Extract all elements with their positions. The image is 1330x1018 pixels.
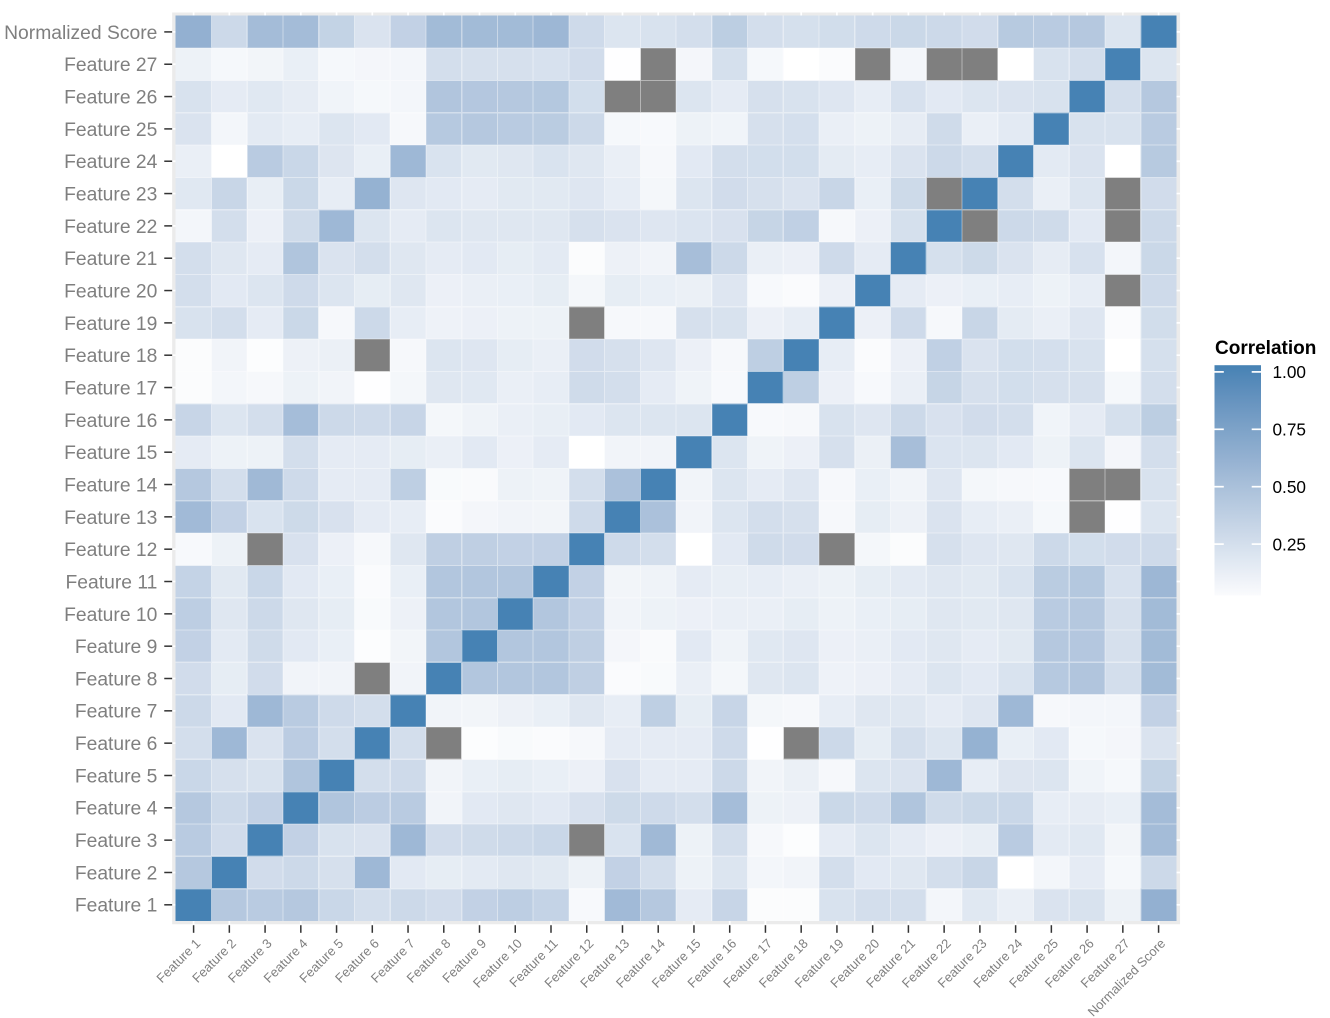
- svg-text:Feature 6: Feature 6: [75, 734, 158, 755]
- svg-text:Feature 23: Feature 23: [64, 184, 157, 205]
- svg-text:Feature 13: Feature 13: [64, 508, 157, 529]
- svg-text:Feature 4: Feature 4: [75, 799, 158, 820]
- svg-text:Feature 22: Feature 22: [64, 217, 157, 238]
- svg-text:Feature 11: Feature 11: [66, 572, 158, 593]
- svg-text:Feature 16: Feature 16: [64, 411, 157, 432]
- svg-text:Feature 7: Feature 7: [75, 702, 158, 723]
- svg-text:Feature 18: Feature 18: [64, 346, 157, 367]
- svg-text:Feature 24: Feature 24: [64, 152, 158, 173]
- svg-text:Feature 2: Feature 2: [75, 863, 158, 884]
- svg-text:Feature 21: Feature 21: [64, 249, 157, 270]
- svg-text:Feature 19: Feature 19: [64, 314, 157, 335]
- svg-text:0.25: 0.25: [1273, 534, 1306, 554]
- svg-text:0.50: 0.50: [1273, 477, 1306, 497]
- svg-text:Feature 17: Feature 17: [64, 378, 157, 399]
- svg-text:Feature 25: Feature 25: [64, 120, 157, 141]
- svg-text:Feature 26: Feature 26: [64, 87, 157, 108]
- svg-text:Feature 14: Feature 14: [64, 475, 158, 496]
- svg-text:Feature 10: Feature 10: [64, 605, 157, 626]
- svg-text:0.75: 0.75: [1273, 420, 1306, 440]
- svg-text:Correlation: Correlation: [1215, 338, 1316, 359]
- svg-text:Normalized Score: Normalized Score: [4, 23, 157, 44]
- svg-text:Feature 9: Feature 9: [75, 637, 158, 658]
- svg-text:Feature 8: Feature 8: [75, 669, 158, 690]
- svg-text:Feature 5: Feature 5: [75, 766, 158, 787]
- svg-text:Feature 15: Feature 15: [64, 443, 157, 464]
- svg-text:Feature 12: Feature 12: [64, 540, 157, 561]
- svg-text:Feature 1: Feature 1: [75, 896, 158, 917]
- svg-text:Feature 3: Feature 3: [75, 831, 158, 852]
- svg-text:1.00: 1.00: [1273, 362, 1306, 382]
- svg-text:Feature 27: Feature 27: [64, 55, 157, 76]
- svg-text:Feature 20: Feature 20: [64, 281, 157, 302]
